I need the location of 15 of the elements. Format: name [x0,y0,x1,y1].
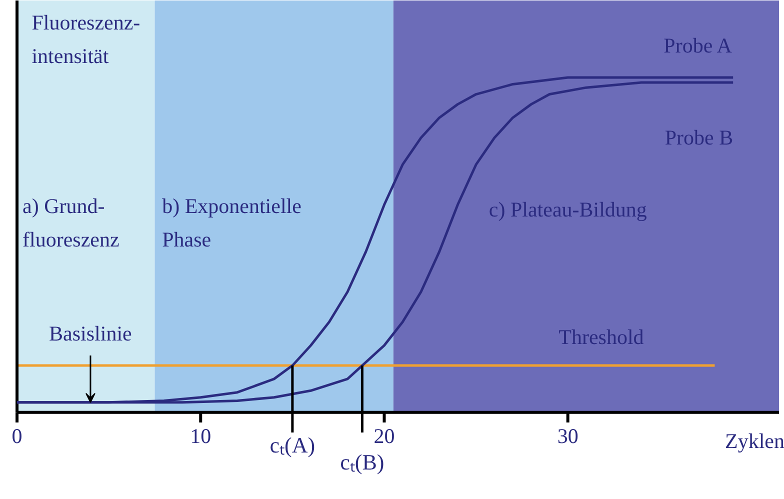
x-axis-title: Zyklen [725,429,784,454]
x-tick-label: 10 [190,424,212,448]
band-label: b) Exponentielle Phase [162,194,302,252]
text: Probe B [664,126,734,150]
ref-line-label: Threshold [558,324,644,349]
y-axis-title: Fluoreszenz-intensität [32,10,140,68]
series-label: Probe A [664,33,733,58]
annotation: Basislinie [49,321,132,346]
annotation: cₜ(B) [340,449,384,474]
band-label: a) Grund- fluoreszenz [22,194,120,252]
x-tick-label: 20 [374,424,395,448]
band-label: c) Plateau-Bildung [488,198,648,222]
x-tick-label: 0 [12,424,22,448]
x-tick-label: 30 [557,424,578,448]
annotation: cₜ(A) [270,432,316,458]
